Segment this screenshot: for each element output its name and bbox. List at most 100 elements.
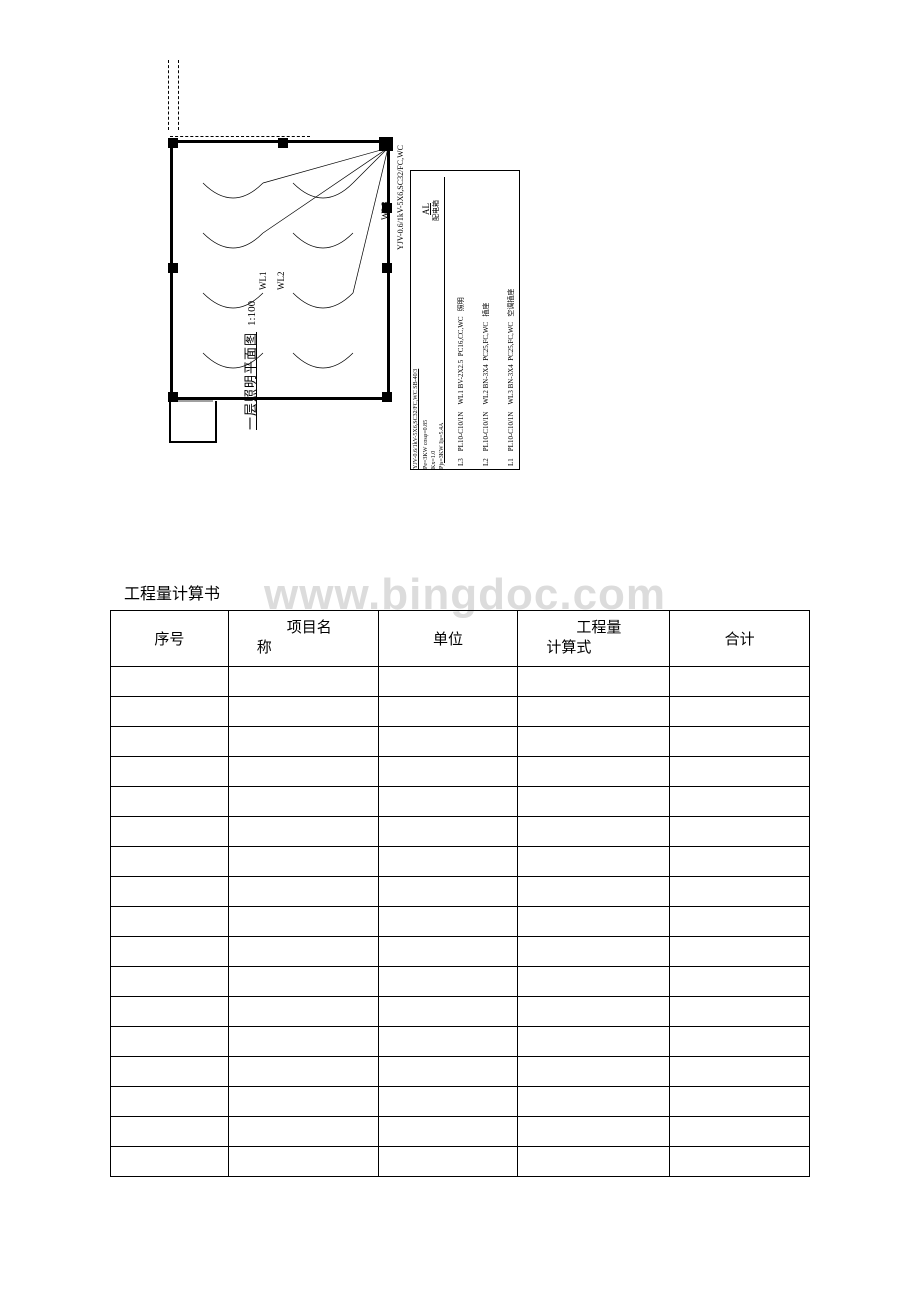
table-cell: [378, 697, 518, 727]
col-unit: 单位: [378, 611, 518, 667]
table-cell: [518, 757, 670, 787]
table-row: [111, 667, 810, 697]
sheet-title-row: 工程量计算书 www.bingdoc.com: [124, 580, 820, 604]
table-cell: [378, 1057, 518, 1087]
panel-param-0: Pe=3KW cosφ=0.85: [423, 420, 429, 469]
table-cell: [228, 667, 378, 697]
table-cell: [518, 697, 670, 727]
table-cell: [228, 1057, 378, 1087]
table-cell: [228, 1117, 378, 1147]
table-cell: [670, 847, 810, 877]
table-cell: [228, 697, 378, 727]
table-cell: [378, 877, 518, 907]
table-cell: [111, 907, 229, 937]
table-cell: [670, 937, 810, 967]
table-cell: [518, 1057, 670, 1087]
table-cell: [378, 727, 518, 757]
table-cell: [670, 997, 810, 1027]
table-cell: [378, 967, 518, 997]
table-cell: [111, 997, 229, 1027]
table-cell: [111, 1027, 229, 1057]
table-row: [111, 757, 810, 787]
panel-schematic: AL 配电箱 YJV-0.6/1kV-5X6,SC32/FC,WC SB-40/…: [410, 170, 520, 470]
table-cell: [378, 1027, 518, 1057]
table-cell: [111, 877, 229, 907]
table-cell: [228, 817, 378, 847]
table-cell: [670, 667, 810, 697]
table-cell: [518, 997, 670, 1027]
table-cell: [111, 1087, 229, 1117]
table-cell: [111, 817, 229, 847]
panel-incoming: YJV-0.6/1kV-5X6,SC32/FC,WC SB-40/3: [413, 369, 419, 469]
table-row: [111, 877, 810, 907]
table-row: [111, 967, 810, 997]
quantity-table: 序号 项目名称 单位 工程量计算式 合计: [110, 610, 810, 1177]
table-cell: [518, 727, 670, 757]
table-cell: [670, 757, 810, 787]
plan-title-label: 一层照明平面图 1:100: [240, 301, 259, 430]
table-cell: [670, 967, 810, 997]
table-cell: [518, 1117, 670, 1147]
col-name: 项目名称: [228, 611, 378, 667]
table-cell: [518, 1147, 670, 1177]
table-row: [111, 697, 810, 727]
table-cell: [518, 817, 670, 847]
table-cell: [670, 1027, 810, 1057]
table-cell: [378, 1087, 518, 1117]
table-cell: [111, 667, 229, 697]
incoming-cable-label: YJV-0.6/1kV-5X6,SC32/FC,WC: [396, 145, 405, 250]
table-row: [111, 1087, 810, 1117]
table-row: [111, 847, 810, 877]
table-cell: [111, 757, 229, 787]
table-cell: [378, 667, 518, 697]
panel-header: AL: [421, 203, 431, 215]
table-cell: [228, 1147, 378, 1177]
table-cell: [518, 847, 670, 877]
wl3-label: WL3: [380, 202, 390, 221]
sheet-title: 工程量计算书: [124, 586, 220, 603]
table-row: [111, 787, 810, 817]
table-row: [111, 1027, 810, 1057]
table-cell: [670, 1117, 810, 1147]
table-cell: [378, 1117, 518, 1147]
panel-param-1: Kx=1.0: [431, 451, 437, 469]
table-cell: [228, 907, 378, 937]
table-cell: [228, 877, 378, 907]
col-total: 合计: [670, 611, 810, 667]
wl1-label: WL1: [258, 272, 268, 291]
table-cell: [518, 967, 670, 997]
table-cell: [228, 847, 378, 877]
table-cell: [378, 757, 518, 787]
table-cell: [111, 1057, 229, 1087]
room-outline: [170, 140, 390, 400]
table-cell: [378, 787, 518, 817]
table-cell: [111, 1117, 229, 1147]
wl2-label: WL2: [276, 272, 286, 291]
col-seq: 序号: [111, 611, 229, 667]
table-cell: [111, 697, 229, 727]
table-row: [111, 937, 810, 967]
table-cell: [670, 727, 810, 757]
table-cell: [670, 1087, 810, 1117]
table-cell: [228, 727, 378, 757]
table-cell: [228, 967, 378, 997]
table-cell: [378, 907, 518, 937]
table-cell: [111, 1147, 229, 1177]
table-cell: [228, 937, 378, 967]
table-header-row: 序号 项目名称 单位 工程量计算式 合计: [111, 611, 810, 667]
table-cell: [670, 697, 810, 727]
table-row: [111, 1057, 810, 1087]
table-row: [111, 1117, 810, 1147]
table-cell: [670, 877, 810, 907]
floor-plan-diagram: 一层照明平面图 1:100 YJV-0.6/1kV-5X6,SC32/FC,WC…: [130, 60, 530, 550]
table-cell: [228, 757, 378, 787]
table-cell: [228, 1027, 378, 1057]
table-cell: [111, 937, 229, 967]
table-cell: [518, 907, 670, 937]
table-cell: [518, 937, 670, 967]
table-row: [111, 727, 810, 757]
table-cell: [670, 1057, 810, 1087]
table-cell: [378, 847, 518, 877]
table-row: [111, 997, 810, 1027]
table-cell: [670, 817, 810, 847]
